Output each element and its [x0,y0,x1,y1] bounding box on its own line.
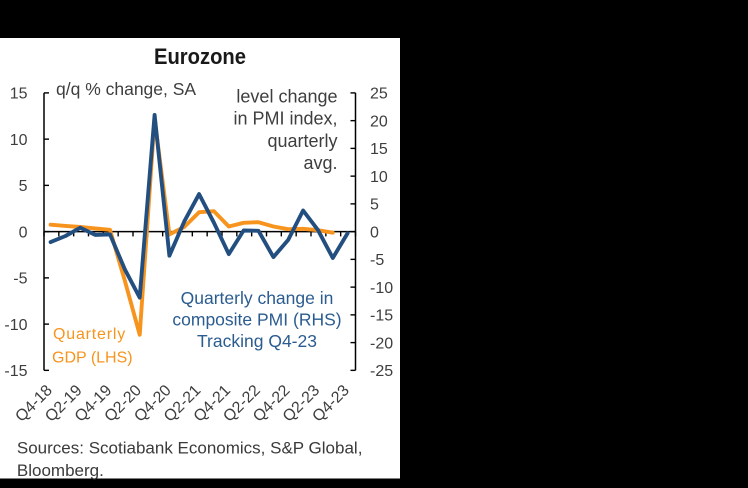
svg-text:-5: -5 [370,252,384,269]
svg-text:quarterly: quarterly [267,131,337,151]
svg-text:-10: -10 [4,317,27,334]
svg-text:q/q % change, SA: q/q % change, SA [56,79,196,99]
svg-text:Quarterly: Quarterly [53,326,126,343]
svg-text:0: 0 [19,224,28,241]
svg-text:-15: -15 [370,308,393,325]
svg-text:0: 0 [370,224,379,241]
svg-text:Quarterly change in: Quarterly change in [181,288,334,308]
svg-text:-25: -25 [370,363,393,380]
svg-text:10: 10 [10,132,28,149]
svg-text:GDP (LHS): GDP (LHS) [52,349,133,366]
svg-text:5: 5 [19,178,28,195]
svg-text:15: 15 [370,141,388,158]
svg-text:-5: -5 [13,271,27,288]
svg-text:Eurozone: Eurozone [154,44,246,69]
svg-text:-15: -15 [4,363,27,380]
svg-text:10: 10 [370,169,388,186]
svg-text:15: 15 [10,86,28,103]
svg-text:25: 25 [370,86,388,103]
svg-text:composite PMI (RHS): composite PMI (RHS) [172,310,341,330]
svg-text:Bloomberg.: Bloomberg. [17,461,104,480]
svg-text:20: 20 [370,113,388,130]
svg-text:Sources: Scotiabank Economics,: Sources: Scotiabank Economics, S&P Globa… [17,439,363,458]
svg-text:5: 5 [370,197,379,214]
svg-text:-10: -10 [370,280,393,297]
svg-text:in PMI index,: in PMI index, [233,109,337,129]
svg-text:avg.: avg. [303,153,337,173]
svg-text:level change: level change [236,86,337,106]
svg-text:Tracking Q4-23: Tracking Q4-23 [197,331,317,351]
svg-text:-20: -20 [370,335,393,352]
